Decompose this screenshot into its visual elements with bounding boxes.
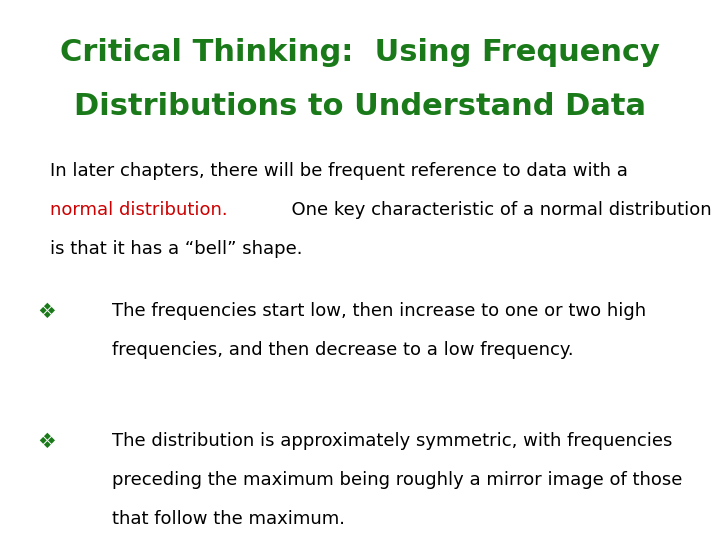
Text: normal distribution.: normal distribution. [50,201,228,219]
Text: frequencies, and then decrease to a low frequency.: frequencies, and then decrease to a low … [112,341,573,359]
Text: that follow the maximum.: that follow the maximum. [112,510,345,528]
Text: ❖: ❖ [37,432,56,452]
Text: In later chapters, there will be frequent reference to data with a: In later chapters, there will be frequen… [50,162,629,180]
Text: One key characteristic of a normal distribution: One key characteristic of a normal distr… [279,201,711,219]
Text: Distributions to Understand Data: Distributions to Understand Data [74,92,646,121]
Text: The frequencies start low, then increase to one or two high: The frequencies start low, then increase… [112,302,646,320]
Text: The distribution is approximately symmetric, with frequencies: The distribution is approximately symmet… [112,432,672,450]
Text: ❖: ❖ [37,302,56,322]
Text: is that it has a “bell” shape.: is that it has a “bell” shape. [50,240,303,258]
Text: Critical Thinking:  Using Frequency: Critical Thinking: Using Frequency [60,38,660,67]
Text: preceding the maximum being roughly a mirror image of those: preceding the maximum being roughly a mi… [112,471,682,489]
